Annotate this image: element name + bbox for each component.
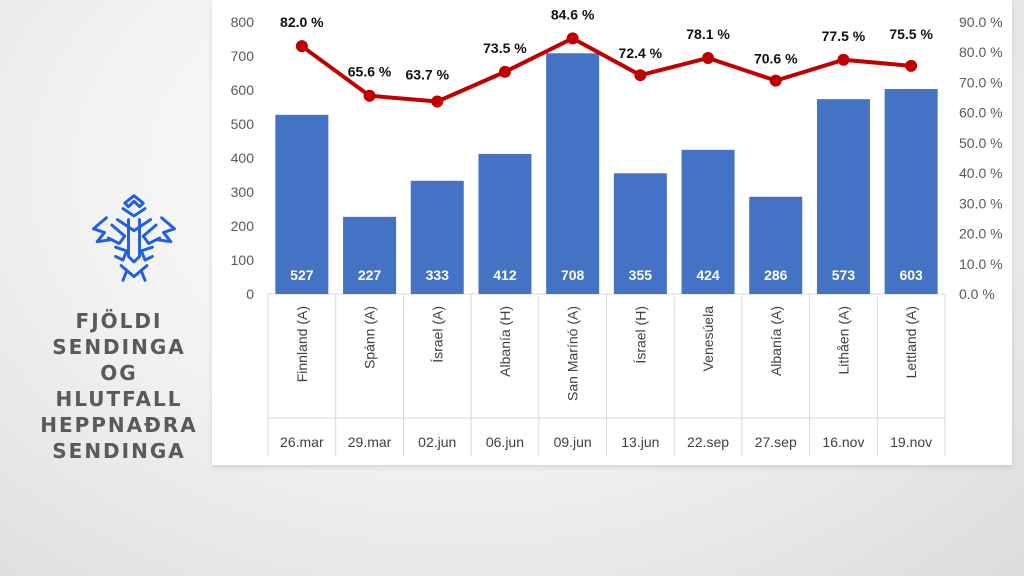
y-left-tick-label: 400 <box>231 150 255 166</box>
percentage-label: 65.6 % <box>348 64 392 80</box>
bar-value-label: 424 <box>696 267 720 283</box>
side-title-line: FJÖLDI <box>75 309 163 333</box>
y-left-tick-label: 700 <box>231 48 255 64</box>
percentage-marker <box>769 74 782 87</box>
category-label: Lithåen (A) <box>835 306 851 374</box>
bar-value-label: 412 <box>493 267 517 283</box>
y-right-tick-label: 50.0 % <box>959 135 1003 151</box>
percentage-marker <box>498 65 511 78</box>
category-label: Lettland (A) <box>903 306 919 378</box>
bar <box>613 173 667 294</box>
y-left-tick-label: 600 <box>231 82 255 98</box>
percentage-marker <box>837 53 850 66</box>
category-label: Finnland (A) <box>294 306 310 382</box>
bar <box>681 149 735 294</box>
date-label: 22.sep <box>687 434 729 450</box>
bar <box>478 153 532 294</box>
y-left-tick-label: 300 <box>231 184 255 200</box>
bar-value-label: 286 <box>764 267 788 283</box>
date-label: 29.mar <box>348 434 392 450</box>
y-right-tick-label: 90.0 % <box>959 14 1003 30</box>
date-label: 16.nov <box>822 434 864 450</box>
bar-value-label: 708 <box>561 267 585 283</box>
percentage-marker <box>702 51 715 64</box>
side-title-line: HLUTFALL <box>55 387 183 411</box>
percentage-marker <box>363 89 376 102</box>
percentage-label: 84.6 % <box>551 6 595 22</box>
date-label: 13.jun <box>621 434 659 450</box>
bar <box>410 180 464 294</box>
y-right-tick-label: 30.0 % <box>959 195 1003 211</box>
bar <box>816 99 870 295</box>
percentage-label: 63.7 % <box>405 66 449 82</box>
category-label: Albanía (A) <box>768 306 784 376</box>
date-label: 06.jun <box>486 434 524 450</box>
category-label: Albanía (H) <box>497 306 513 377</box>
bar-value-label: 355 <box>629 267 653 283</box>
percentage-label: 82.0 % <box>280 14 324 30</box>
percentage-label: 78.1 % <box>686 26 730 42</box>
category-label: Venesúela <box>700 306 716 372</box>
category-label: Ísrael (H) <box>632 306 648 364</box>
ksi-crest-icon <box>92 194 176 282</box>
y-right-tick-label: 70.0 % <box>959 74 1003 90</box>
y-right-tick-label: 80.0 % <box>959 44 1003 60</box>
y-left-tick-label: 0 <box>246 286 254 302</box>
chart-panel: 0 100 200 300 400 500 600 700 800 0.0 % 10.0 % 20.0… <box>212 0 1012 465</box>
category-label: Ísrael (A) <box>429 306 445 363</box>
date-label: 27.sep <box>755 434 797 450</box>
side-title: FJÖLDI SENDINGA OG HLUTFALL HEPPNAÐRA SE… <box>14 308 224 464</box>
percentage-marker <box>431 95 444 108</box>
y-right-tick-label: 60.0 % <box>959 105 1003 121</box>
category-label: San Marínó (A) <box>565 306 581 401</box>
y-left-tick-label: 100 <box>231 252 255 268</box>
bar-value-label: 527 <box>290 267 314 283</box>
bar-value-label: 227 <box>358 267 382 283</box>
percentage-marker <box>566 32 579 45</box>
side-title-line: HEPPNAÐRA <box>40 413 198 437</box>
percentage-label: 73.5 % <box>483 40 527 56</box>
category-label: Spánn (A) <box>362 306 378 369</box>
y-left-tick-label: 200 <box>231 218 255 234</box>
percentage-label: 70.6 % <box>754 51 798 67</box>
date-label: 02.jun <box>418 434 456 450</box>
percentage-label: 72.4 % <box>619 45 663 61</box>
bar <box>275 114 329 294</box>
y-left-tick-label: 800 <box>231 14 255 30</box>
bar <box>546 53 600 294</box>
y-left-tick-label: 500 <box>231 116 255 132</box>
y-right-tick-label: 0.0 % <box>959 286 995 302</box>
bar <box>749 196 803 294</box>
combo-chart: 0 100 200 300 400 500 600 700 800 0.0 % 10.0 % 20.0… <box>231 6 1003 456</box>
y-right-tick-label: 10.0 % <box>959 256 1003 272</box>
percentage-marker <box>295 40 308 53</box>
side-title-line: OG <box>100 361 138 385</box>
date-label: 19.nov <box>890 434 932 450</box>
date-label: 26.mar <box>280 434 324 450</box>
percentage-label: 77.5 % <box>822 28 866 44</box>
bar <box>343 216 397 294</box>
percentage-marker <box>634 69 647 82</box>
side-title-line: SENDINGA <box>52 439 186 463</box>
bar-value-label: 333 <box>426 267 450 283</box>
side-title-line: SENDINGA <box>52 335 186 359</box>
date-label: 09.jun <box>554 434 592 450</box>
bar <box>884 88 938 294</box>
percentage-line <box>300 36 912 104</box>
bar-value-label: 573 <box>832 267 856 283</box>
bar-value-label: 603 <box>899 267 923 283</box>
percentage-label: 75.5 % <box>889 26 933 42</box>
y-right-tick-label: 20.0 % <box>959 226 1003 242</box>
percentage-marker <box>905 59 918 72</box>
y-right-tick-label: 40.0 % <box>959 165 1003 181</box>
